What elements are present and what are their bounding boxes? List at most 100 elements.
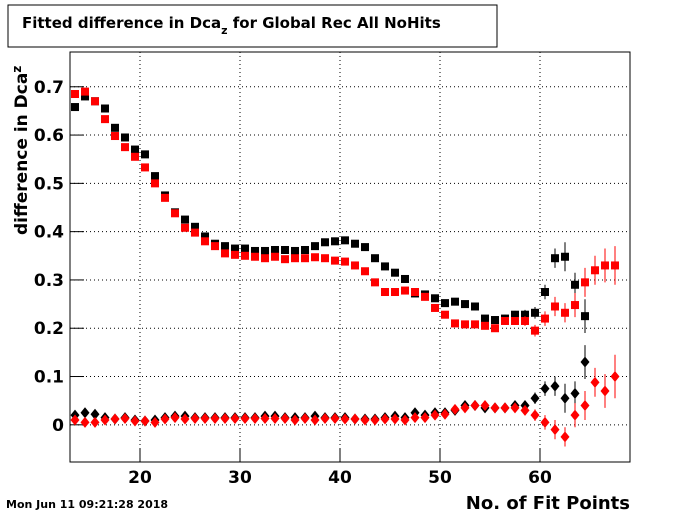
marker-square [521,310,529,319]
marker-diamond [540,383,550,395]
marker-diamond [580,356,590,368]
plot-frame [69,51,631,463]
marker-square [511,316,519,325]
marker-diamond [270,413,280,425]
marker-square [571,301,579,310]
marker-square [471,320,479,329]
marker-square [341,236,349,245]
marker-square [361,267,369,276]
x-tick-label: 20 [128,468,152,488]
marker-square [151,179,159,188]
marker-diamond [290,414,300,426]
marker-diamond [80,416,90,428]
marker-square [461,320,469,329]
marker-diamond [540,416,550,428]
y-tick-label: 0.1 [34,368,64,388]
marker-square [521,316,529,325]
marker-square [291,246,299,255]
marker-diamond [410,412,420,424]
marker-diamond [200,413,210,425]
marker-square [221,242,229,251]
title-main: Fitted difference in Dca [22,14,221,32]
marker-square [81,87,89,96]
marker-diamond [140,415,150,427]
marker-diamond [90,408,100,420]
marker-square [301,245,309,254]
marker-diamond [560,431,570,443]
marker-diamond [300,413,310,425]
marker-diamond [580,399,590,411]
y-tick-label: 0.6 [34,126,64,146]
marker-square [261,246,269,255]
marker-square [121,143,129,152]
marker-diamond [230,413,240,425]
marker-diamond [590,376,600,388]
marker-diamond [330,413,340,425]
marker-square [171,209,179,218]
marker-square [561,308,569,317]
marker-square [451,297,459,306]
marker-square [251,252,259,261]
marker-square [261,254,269,263]
marker-square [611,261,619,270]
marker-square [491,324,499,333]
marker-square [231,250,239,259]
marker-diamond [120,413,130,425]
marker-diamond [80,407,90,419]
marker-square [601,261,609,270]
marker-square [391,268,399,277]
y-axis-label: difference in Dcaz [10,66,32,235]
marker-square [251,246,259,255]
marker-square [311,253,319,262]
marker-diamond [440,408,450,420]
marker-square [201,237,209,246]
marker-square [361,243,369,252]
marker-diamond [520,404,530,416]
marker-square [271,252,279,261]
marker-diamond [570,387,580,399]
marker-square [401,274,409,283]
marker-square [381,288,389,297]
marker-diamond [450,403,460,415]
marker-square [471,302,479,311]
marker-diamond [170,412,180,424]
marker-square [301,254,309,263]
marker-diamond [400,414,410,426]
x-tick-label: 30 [228,468,252,488]
marker-square [181,215,189,224]
marker-square [431,294,439,303]
x-tick-label: 40 [328,468,352,488]
marker-square [561,252,569,261]
title-box [7,4,498,48]
marker-square [571,280,579,289]
marker-diamond [470,399,480,411]
marker-diamond [480,399,490,411]
marker-square [161,193,169,202]
marker-square [191,222,199,231]
marker-square [461,300,469,309]
marker-square [71,103,79,112]
marker-square [371,254,379,263]
marker-square [131,145,139,154]
marker-diamond [420,412,430,424]
marker-square [101,104,109,113]
marker-diamond [600,385,610,397]
marker-square [181,223,189,232]
marker-square [391,288,399,297]
x-axis-label: No. of Fit Points [466,493,630,514]
marker-square [351,239,359,248]
marker-diamond [220,413,230,425]
marker-diamond [130,415,140,427]
marker-square [421,292,429,301]
marker-square [141,163,149,172]
title-rest: for Global Rec All NoHits [228,14,441,32]
marker-square [111,123,119,132]
marker-square [241,251,249,260]
ylabel-main: difference in Dca [12,73,32,235]
marker-square [441,299,449,308]
marker-diamond [530,392,540,404]
marker-square [541,288,549,297]
marker-square [491,316,499,325]
marker-diamond [510,402,520,414]
marker-diamond [490,402,500,414]
